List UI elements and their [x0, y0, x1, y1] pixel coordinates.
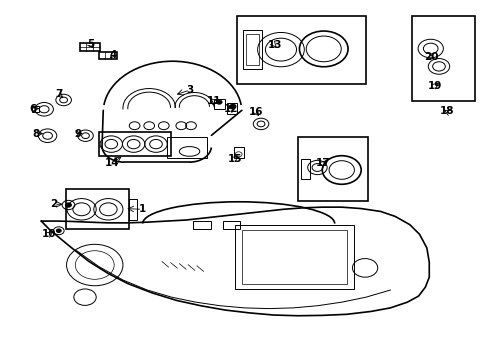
Text: 9: 9: [75, 129, 81, 139]
Circle shape: [56, 229, 61, 233]
Text: 5: 5: [86, 39, 94, 49]
Text: 16: 16: [248, 107, 263, 117]
Text: 13: 13: [267, 40, 281, 50]
Text: 11: 11: [207, 96, 221, 107]
Bar: [166, 137, 206, 158]
Text: 18: 18: [439, 107, 453, 116]
Bar: [242, 230, 346, 284]
Bar: [222, 221, 240, 229]
Circle shape: [65, 203, 71, 207]
Text: 17: 17: [315, 158, 330, 168]
Text: 10: 10: [41, 229, 56, 239]
Circle shape: [216, 100, 222, 104]
Bar: [80, 43, 100, 51]
Text: 8: 8: [33, 129, 40, 139]
Bar: [99, 52, 117, 59]
Bar: [243, 30, 261, 69]
Bar: [233, 147, 243, 158]
Bar: [234, 225, 353, 289]
Bar: [193, 221, 210, 229]
Circle shape: [228, 105, 234, 109]
Bar: [300, 159, 309, 179]
Text: 3: 3: [186, 85, 193, 95]
Text: 12: 12: [223, 104, 238, 114]
Text: 19: 19: [427, 81, 441, 91]
Text: 6: 6: [29, 104, 37, 113]
Text: 15: 15: [227, 154, 242, 163]
Bar: [32, 106, 39, 112]
Bar: [65, 189, 128, 229]
Bar: [213, 99, 224, 109]
Bar: [297, 137, 368, 202]
Text: 1: 1: [139, 204, 146, 214]
Bar: [237, 16, 366, 84]
Text: 20: 20: [423, 52, 438, 62]
Bar: [128, 199, 136, 220]
Bar: [245, 34, 258, 65]
Text: 4: 4: [109, 50, 117, 60]
Bar: [226, 103, 237, 114]
Text: 14: 14: [105, 158, 119, 168]
Text: 2: 2: [50, 199, 58, 209]
Bar: [411, 16, 474, 102]
Bar: [99, 132, 170, 156]
Text: 7: 7: [55, 89, 62, 99]
